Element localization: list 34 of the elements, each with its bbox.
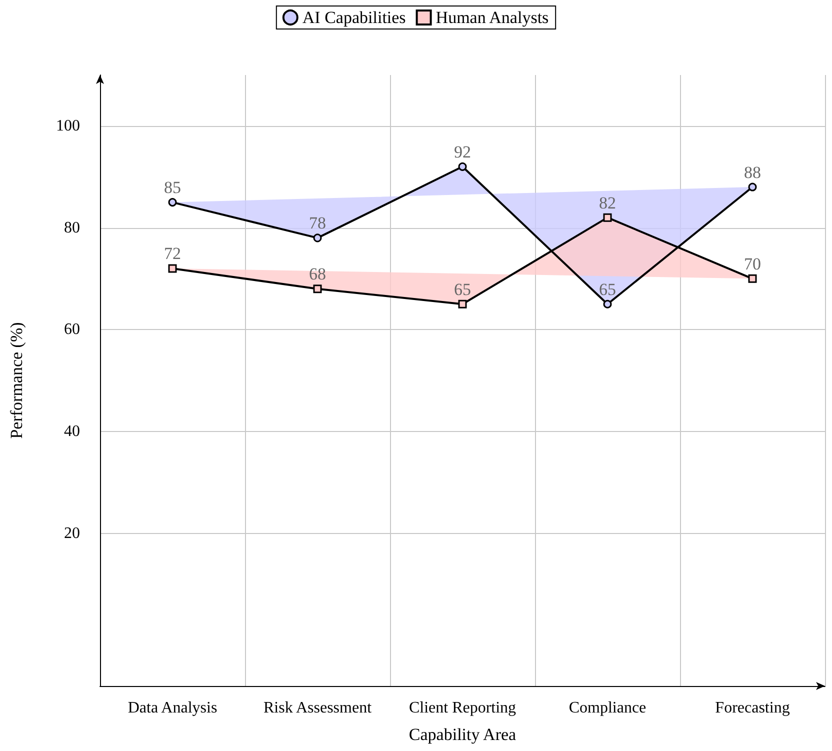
point [313, 234, 322, 242]
data-label: 68 [309, 264, 326, 284]
data-label: 82 [599, 193, 616, 212]
data-label: 92 [454, 142, 471, 162]
data-label: 65 [599, 280, 616, 299]
point [748, 182, 757, 192]
point [168, 198, 177, 207]
x-tick-label: Client Reporting [408, 700, 516, 716]
y-tick-label: 20 [64, 524, 80, 542]
data-label: 88 [744, 162, 761, 182]
data-label: 70 [744, 254, 761, 274]
legend-label: AI Capabilities [302, 8, 406, 27]
y-tick-label: 40 [64, 422, 80, 440]
data-label: 85 [164, 178, 181, 198]
data-label: 65 [454, 280, 471, 299]
x-tick-label: Risk Assessment [263, 700, 372, 716]
point [313, 284, 322, 294]
point [603, 213, 612, 222]
x-tick-label: Data Analysis [128, 700, 218, 716]
data-label: 72 [164, 244, 181, 264]
point [168, 264, 177, 273]
point [458, 162, 467, 171]
point [458, 300, 467, 308]
point [603, 300, 612, 308]
x-tick-label: Compliance [568, 700, 646, 716]
point [748, 274, 757, 283]
legend-label: Human Analysts [436, 8, 549, 27]
y-tick-label: 80 [64, 219, 80, 236]
data-label: 78 [309, 214, 326, 233]
y-tick-label: 60 [64, 321, 80, 338]
y-tick-label: 100 [56, 117, 80, 134]
y-axis-title: Performance (%) [7, 322, 26, 439]
x-axis-title: Capability Area [408, 725, 517, 744]
x-tick-label: Forecasting [715, 700, 790, 716]
